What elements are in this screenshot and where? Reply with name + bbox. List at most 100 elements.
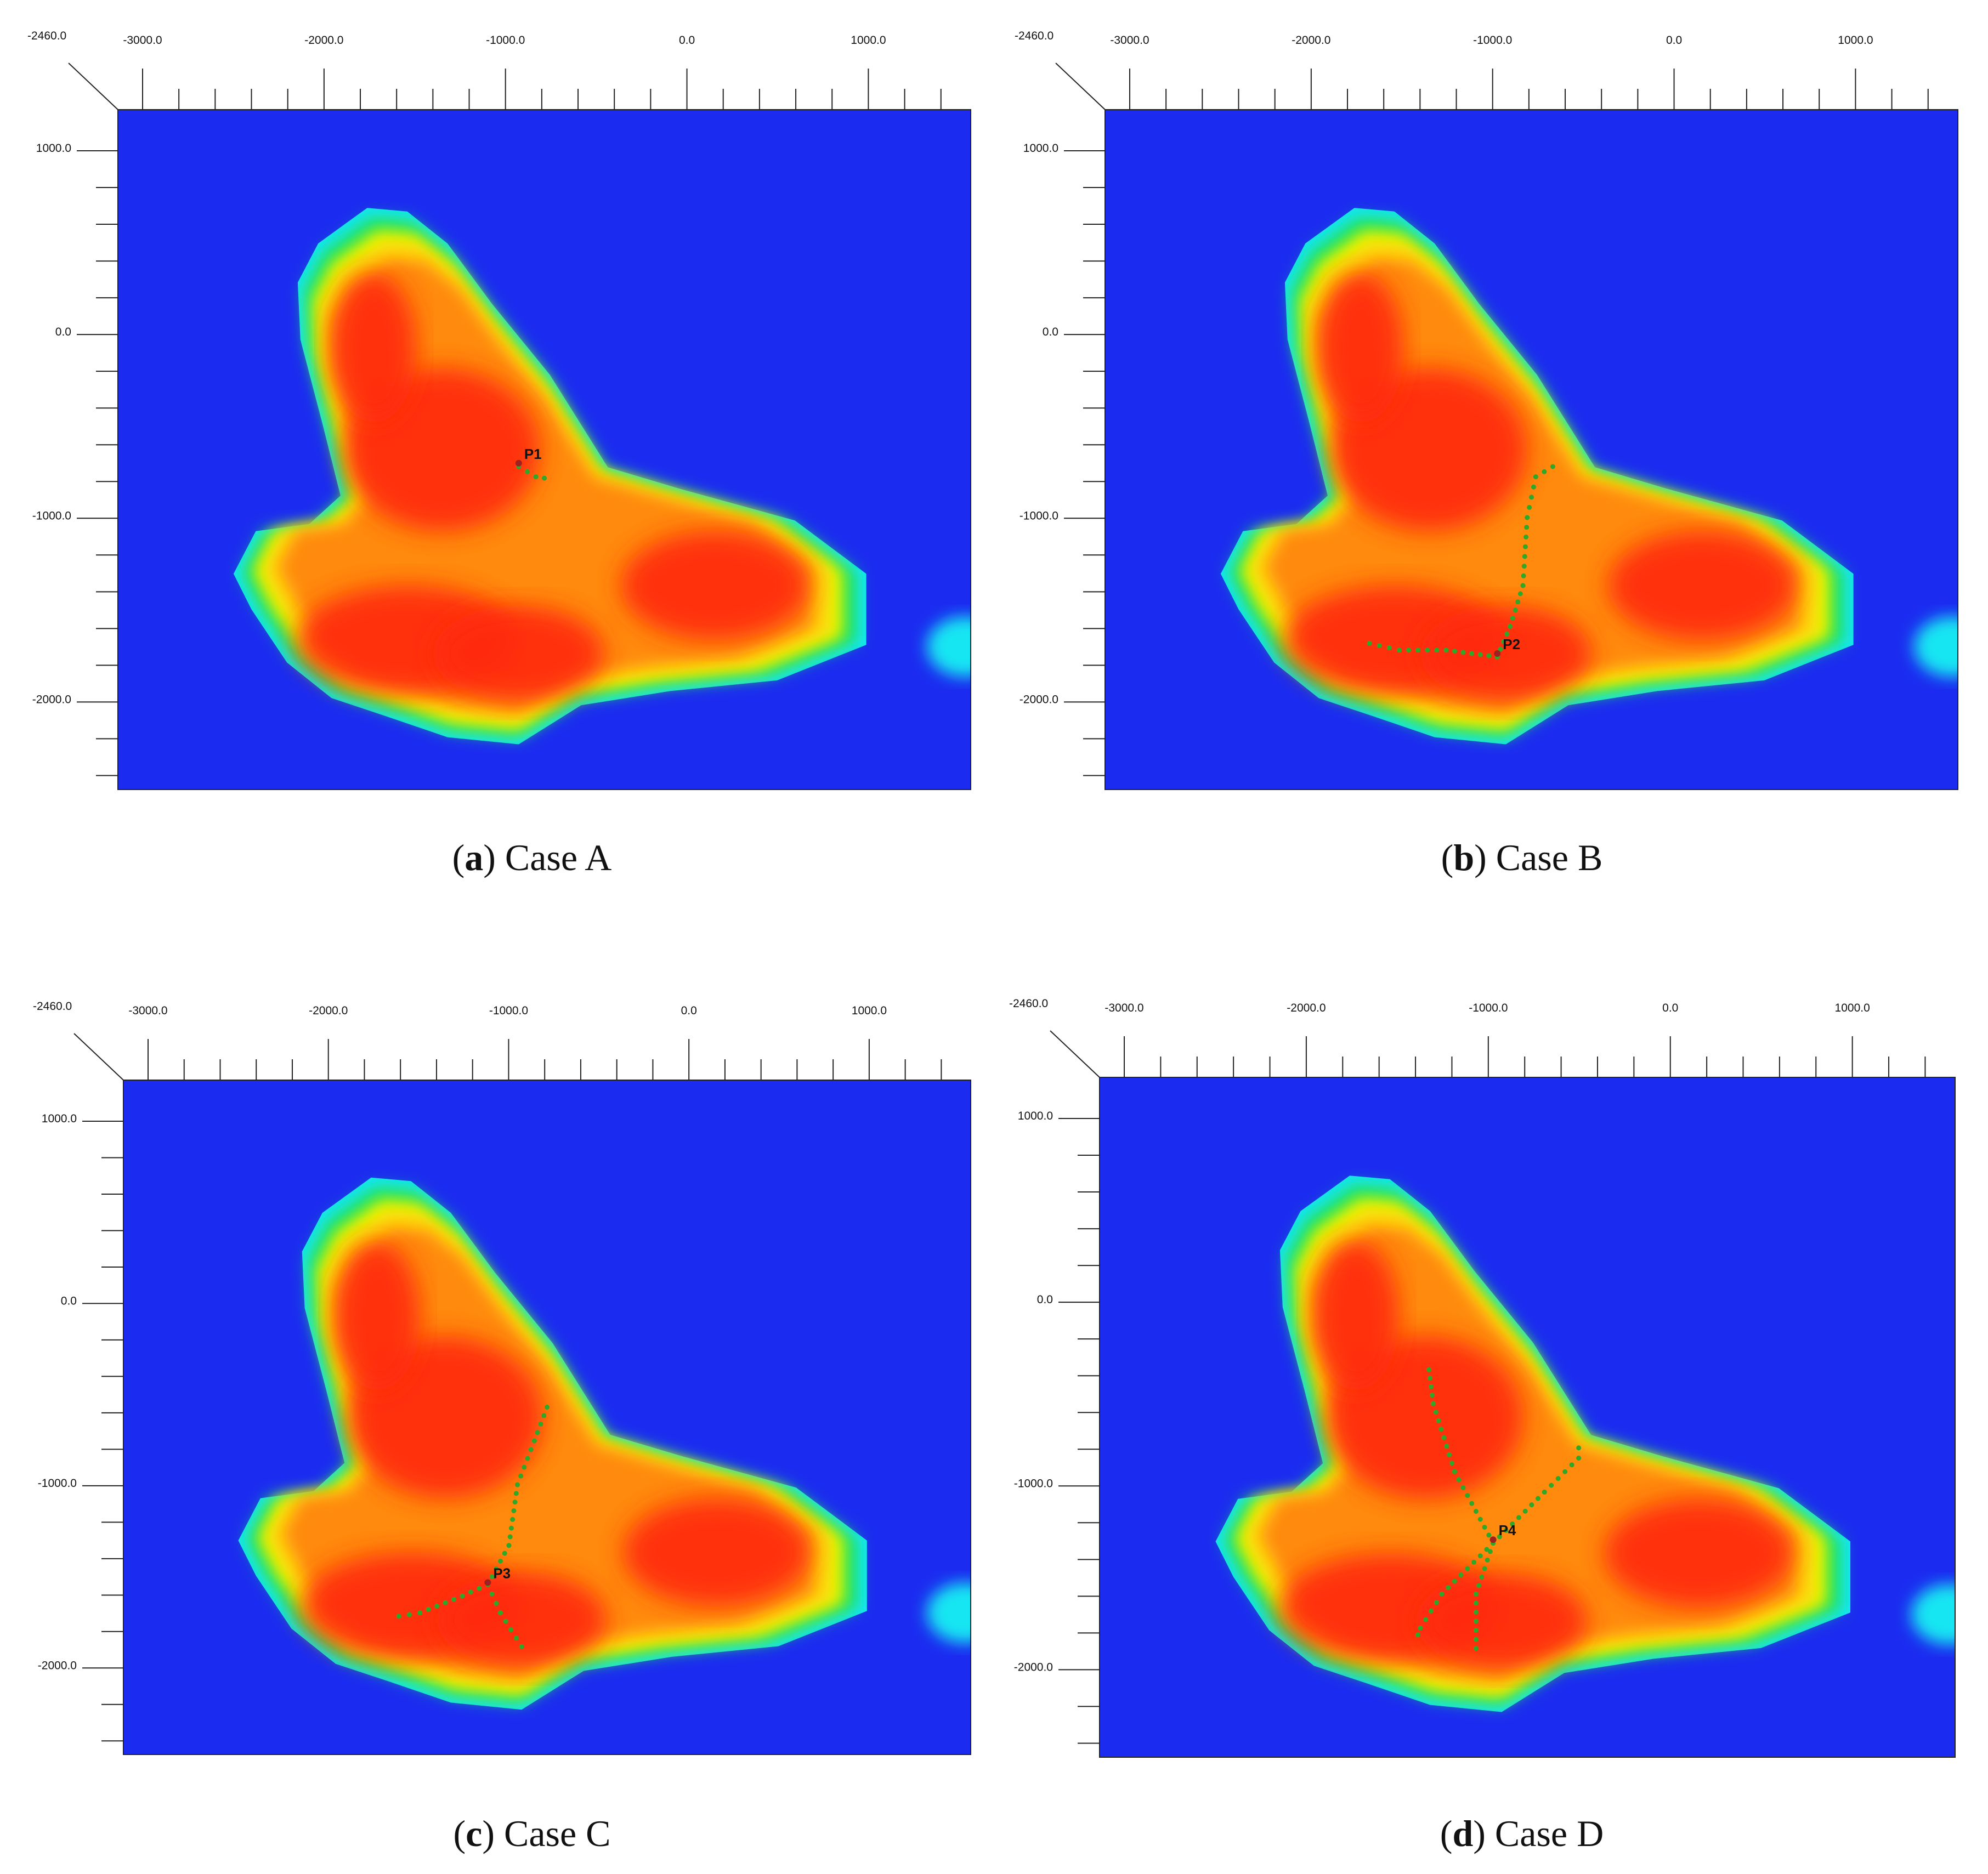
well-point bbox=[489, 1574, 495, 1580]
well-point bbox=[1430, 1401, 1436, 1406]
well-point bbox=[1482, 1566, 1487, 1571]
x-tick-label: -3000.0 bbox=[128, 1004, 167, 1017]
well-point bbox=[538, 1421, 543, 1427]
well-point bbox=[1517, 591, 1523, 597]
well-point bbox=[1562, 1469, 1568, 1474]
well-point bbox=[541, 1413, 547, 1418]
well-point bbox=[1458, 1572, 1464, 1578]
well-point bbox=[1396, 648, 1402, 653]
heat-map bbox=[123, 1080, 971, 1754]
x-tick-label: -1000.0 bbox=[1469, 1002, 1508, 1014]
well-point bbox=[489, 1591, 495, 1597]
well-point bbox=[1549, 1483, 1554, 1488]
x-tick-label: 1000.0 bbox=[851, 34, 886, 47]
well-label: P1 bbox=[524, 446, 542, 462]
well-point bbox=[494, 1566, 499, 1572]
y-tick-label: -1000.0 bbox=[38, 1477, 77, 1490]
well-point bbox=[1522, 554, 1527, 559]
well-point bbox=[1456, 1477, 1462, 1483]
well-point bbox=[1520, 583, 1526, 588]
y-tick-label: 1000.0 bbox=[42, 1112, 77, 1125]
well-point bbox=[1503, 1527, 1509, 1533]
x-tick-label: -3000.0 bbox=[1105, 1002, 1143, 1014]
caption-letter: b bbox=[1453, 837, 1475, 878]
well-point bbox=[1447, 1452, 1452, 1457]
well-point bbox=[406, 1612, 412, 1617]
well-point bbox=[1473, 1637, 1479, 1642]
well-point bbox=[1429, 1384, 1434, 1389]
well-point bbox=[1536, 1496, 1540, 1501]
well-point bbox=[1473, 1609, 1479, 1615]
well-point bbox=[1423, 1617, 1429, 1622]
heat-map bbox=[118, 110, 971, 790]
well-point bbox=[417, 1610, 423, 1616]
axes: -3000.0 -2000.0 -1000.0 0.0 1000.0 1000.0 0.0 -… bbox=[1009, 997, 1926, 1744]
axes: -3000.0 -2000.0 -1000.0 0.0 1000.0 1000.0 0.0 -… bbox=[27, 30, 942, 776]
well-point bbox=[1576, 1455, 1582, 1461]
y-tick-label: -2000.0 bbox=[32, 693, 71, 706]
well-point bbox=[1522, 544, 1528, 549]
well-point bbox=[1510, 616, 1515, 621]
well-point bbox=[503, 1619, 508, 1624]
well-point bbox=[1497, 1534, 1502, 1540]
well-point bbox=[1484, 1547, 1489, 1552]
well-point bbox=[1439, 1591, 1445, 1597]
well-point bbox=[1473, 1628, 1479, 1633]
well-point bbox=[525, 1456, 530, 1461]
well-point bbox=[460, 1593, 465, 1599]
caption-case: Case C bbox=[503, 1813, 611, 1854]
well-point bbox=[528, 1447, 534, 1452]
y-tick-label: -2000.0 bbox=[38, 1659, 77, 1672]
well-point bbox=[1486, 653, 1492, 658]
well-point bbox=[535, 1430, 540, 1435]
y-tick-label: -2000.0 bbox=[1014, 1661, 1053, 1673]
well-point bbox=[1477, 652, 1483, 657]
well-trajectory: P4 bbox=[1415, 1367, 1582, 1651]
well-point bbox=[1406, 648, 1412, 653]
well-point bbox=[1433, 1410, 1438, 1415]
y-tick-label: -1000.0 bbox=[32, 509, 71, 522]
x-tick-label: 0.0 bbox=[679, 34, 695, 47]
corner-label: -2460.0 bbox=[1009, 997, 1048, 1010]
well-point bbox=[1487, 1549, 1493, 1554]
well-point bbox=[1441, 1435, 1447, 1440]
well-point bbox=[451, 1597, 457, 1602]
well-point bbox=[545, 1405, 550, 1410]
well-point bbox=[1473, 1600, 1479, 1606]
panel-a: -3000.0 -2000.0 -1000.0 0.0 1000.0 1000.0 0.0 -… bbox=[27, 30, 971, 790]
well-point bbox=[1449, 1461, 1455, 1466]
well-point bbox=[1434, 1600, 1439, 1605]
well-point bbox=[513, 1636, 519, 1641]
well-point bbox=[426, 1607, 431, 1612]
well-point bbox=[1576, 1445, 1582, 1451]
well-point bbox=[1473, 1509, 1479, 1514]
caption-case: Case B bbox=[1496, 837, 1603, 878]
well-point bbox=[531, 1438, 537, 1444]
well-point bbox=[524, 469, 530, 474]
y-tick-label: 0.0 bbox=[61, 1294, 77, 1307]
x-tick-label: 0.0 bbox=[1662, 1002, 1678, 1014]
caption-letter: d bbox=[1452, 1813, 1474, 1854]
well-point bbox=[1465, 1566, 1470, 1571]
well-point bbox=[507, 1534, 513, 1540]
well-label: P4 bbox=[1499, 1522, 1516, 1538]
well-point bbox=[1515, 599, 1521, 605]
well-point bbox=[1521, 564, 1527, 569]
well-trajectory: P2 bbox=[1367, 464, 1555, 660]
y-tick-label: 1000.0 bbox=[36, 142, 71, 155]
x-tick-label: -2000.0 bbox=[304, 34, 343, 47]
well-point bbox=[1476, 1583, 1482, 1588]
well-point bbox=[1513, 607, 1518, 613]
caption-a: (a) Case A bbox=[452, 837, 612, 878]
axes: -3000.0 -2000.0 -1000.0 0.0 1000.0 1000.0 0.0 -… bbox=[33, 1000, 942, 1742]
well-point bbox=[434, 1603, 440, 1609]
well-point bbox=[1533, 474, 1538, 480]
well-point bbox=[1486, 1532, 1492, 1538]
well-point bbox=[1555, 1476, 1561, 1481]
well-point bbox=[1521, 573, 1526, 578]
well-point bbox=[1426, 1367, 1432, 1372]
caption-d: (d) Case D bbox=[1440, 1813, 1604, 1854]
corner-label: -2460.0 bbox=[1015, 30, 1054, 42]
well-point bbox=[1550, 464, 1555, 469]
well-point bbox=[510, 1517, 516, 1522]
